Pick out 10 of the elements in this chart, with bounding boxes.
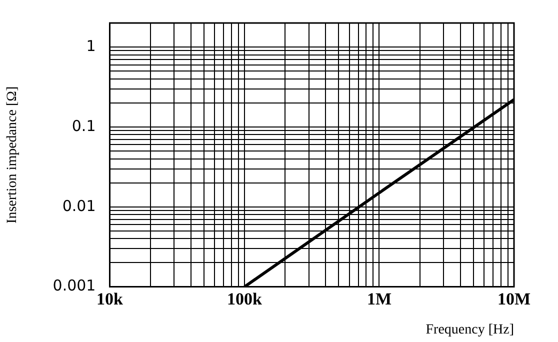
x-tick-label: 10k <box>96 289 124 308</box>
y-tick-label: 0.001 <box>52 276 96 295</box>
y-tick-label: 0.1 <box>72 116 96 135</box>
x-tick-label: 1M <box>366 289 392 308</box>
y-tick-label: 1 <box>86 36 96 55</box>
y-axis-title: Insertion impedance [Ω] <box>5 86 20 224</box>
x-tick-label: 100k <box>227 289 263 308</box>
x-tick-label: 10M <box>497 289 531 308</box>
y-tick-label: 0.01 <box>62 196 96 215</box>
x-axis-title: Frequency [Hz] <box>426 322 514 338</box>
